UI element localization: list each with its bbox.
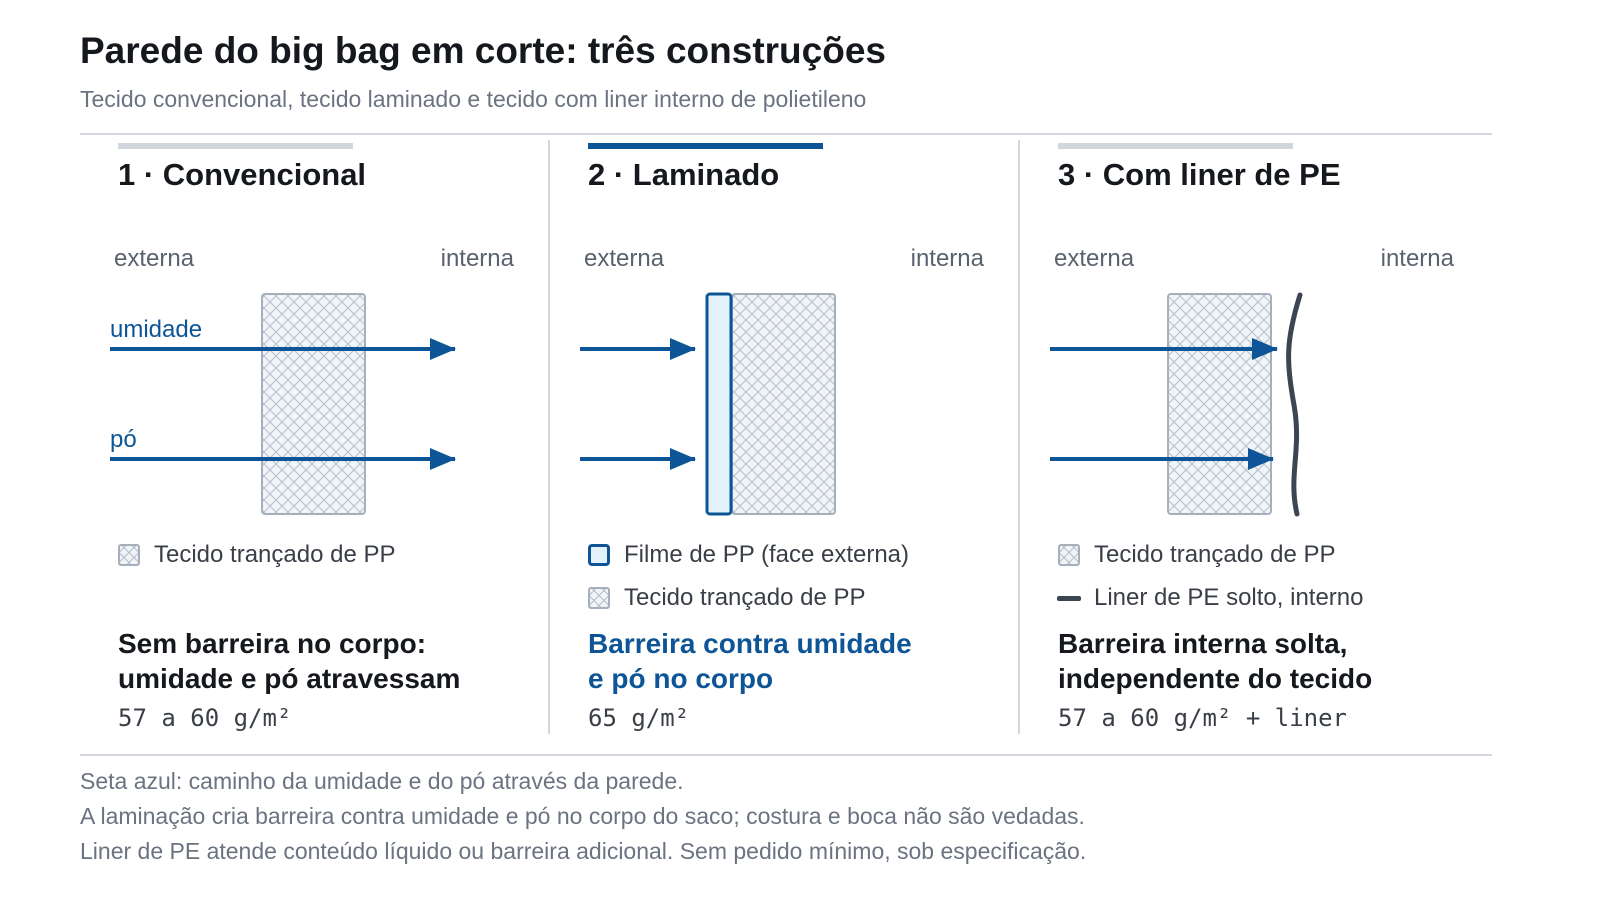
legend-label: Tecido trançado de PP bbox=[154, 541, 396, 568]
panel-separator bbox=[1018, 140, 1020, 734]
summary-line: Sem barreira no corpo: bbox=[118, 628, 427, 659]
footer-note: A laminação cria barreira contra umidade… bbox=[80, 803, 1085, 829]
side-label-internal: interna bbox=[911, 245, 985, 272]
legend-item-liner: Liner de PE solto, interno bbox=[1057, 583, 1364, 613]
summary-line: umidade e pó atravessam bbox=[118, 663, 461, 694]
pp-woven-fabric-layer bbox=[731, 293, 836, 515]
panel-accent-bar bbox=[118, 143, 353, 149]
grammage-value: 65 g/m² bbox=[588, 704, 690, 732]
side-label-external: externa bbox=[1054, 245, 1135, 272]
fabric-hatch-swatch bbox=[1058, 544, 1080, 566]
wall-section-diagram: externa interna bbox=[580, 245, 985, 516]
pp-woven-fabric-layer bbox=[1167, 293, 1272, 515]
panel-accent-bar bbox=[588, 143, 823, 149]
grammage-value: 57 a 60 g/m² + liner bbox=[1058, 704, 1347, 732]
page-title: Parede do big bag em corte: três constru… bbox=[80, 30, 886, 71]
panel-title: 1 · Convencional bbox=[118, 157, 367, 192]
footer-notes: Seta azul: caminho da umidade e do pó at… bbox=[80, 764, 1086, 869]
panel-conventional: 1 · Convencional externa interna umidade… bbox=[78, 140, 548, 752]
legend-label: Liner de PE solto, interno bbox=[1094, 584, 1364, 611]
legend-label: Tecido trançado de PP bbox=[624, 584, 866, 611]
panel-summary: Sem barreira no corpo: umidade e pó atra… bbox=[118, 626, 460, 696]
bottom-divider bbox=[80, 754, 1492, 756]
footer-note: Seta azul: caminho da umidade e do pó at… bbox=[80, 768, 684, 794]
panel-summary: Barreira interna solta, independente do … bbox=[1058, 626, 1372, 696]
fabric-hatch-swatch bbox=[588, 587, 610, 609]
summary-line: e pó no corpo bbox=[588, 663, 774, 694]
fabric-hatch-swatch bbox=[118, 544, 140, 566]
side-label-external: externa bbox=[114, 245, 195, 272]
legend-item-film: Filme de PP (face externa) bbox=[588, 540, 909, 570]
film-swatch bbox=[588, 544, 610, 566]
grammage-value: 57 a 60 g/m² bbox=[118, 704, 292, 732]
panel-laminated: 2 · Laminado externa interna Filme de PP… bbox=[548, 140, 1018, 752]
legend-label: Tecido trançado de PP bbox=[1094, 541, 1336, 568]
side-label-internal: interna bbox=[441, 245, 515, 272]
wall-section-diagram: externa interna umidade pó bbox=[110, 245, 515, 515]
pp-woven-fabric-layer bbox=[261, 293, 366, 515]
liner-line-swatch bbox=[1057, 595, 1081, 601]
footer-note: Liner de PE atende conteúdo líquido ou b… bbox=[80, 838, 1087, 864]
page-subtitle: Tecido convencional, tecido laminado e t… bbox=[80, 86, 867, 112]
legend-item-fabric: Tecido trançado de PP bbox=[1058, 540, 1336, 570]
panel-summary: Barreira contra umidade e pó no corpo bbox=[588, 626, 912, 696]
summary-line: Barreira interna solta, bbox=[1058, 628, 1348, 659]
summary-line: independente do tecido bbox=[1058, 663, 1373, 694]
pp-film-layer bbox=[705, 292, 733, 516]
panel-pe-liner: 3 · Com liner de PE externa interna Teci… bbox=[1018, 140, 1488, 752]
panel-title: 3 · Com liner de PE bbox=[1058, 157, 1341, 192]
panel-title: 2 · Laminado bbox=[588, 157, 780, 192]
pe-liner-layer bbox=[1286, 292, 1303, 517]
legend-item-fabric: Tecido trançado de PP bbox=[588, 583, 866, 613]
panel-accent-bar bbox=[1058, 143, 1293, 149]
legend-label: Filme de PP (face externa) bbox=[624, 541, 910, 568]
moisture-label: umidade bbox=[110, 316, 202, 343]
wall-section-diagram: externa interna bbox=[1050, 245, 1455, 517]
summary-line: Barreira contra umidade bbox=[588, 628, 912, 659]
panel-separator bbox=[548, 140, 550, 734]
top-divider bbox=[80, 133, 1492, 135]
side-label-external: externa bbox=[584, 245, 665, 272]
dust-label: pó bbox=[110, 426, 137, 453]
legend-item-fabric: Tecido trançado de PP bbox=[118, 540, 396, 570]
side-label-internal: interna bbox=[1381, 245, 1455, 272]
